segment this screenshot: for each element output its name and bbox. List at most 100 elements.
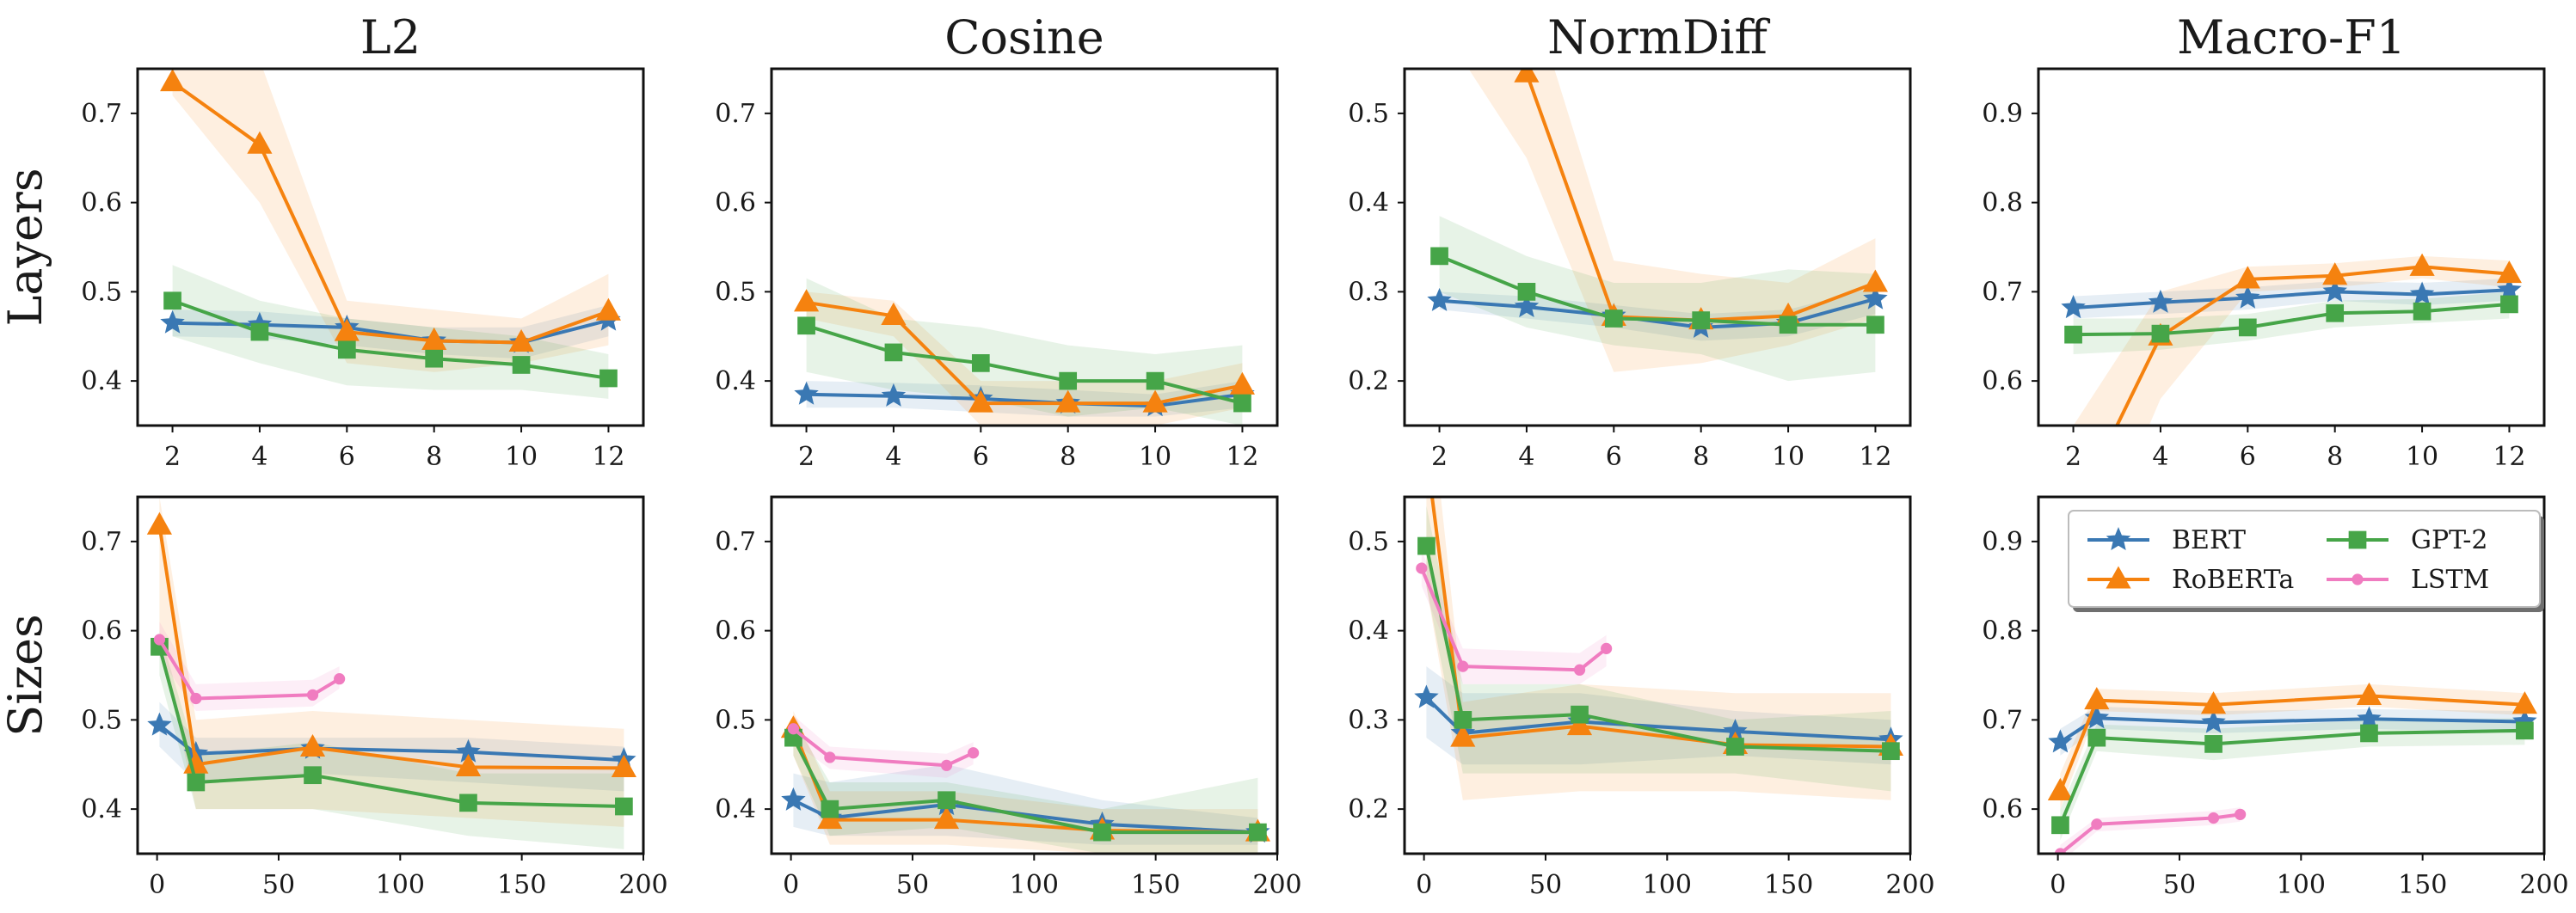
plot-data (780, 711, 1270, 854)
y-tick-label: 0.5 (81, 277, 122, 307)
plot-frame (136, 495, 645, 855)
point-gpt2 (250, 322, 269, 341)
point-bert (2061, 295, 2086, 319)
plot-area (138, 497, 643, 854)
point-roberta (2322, 262, 2348, 285)
y-tick-label: 0.8 (1982, 616, 2023, 646)
x-tick-label: 4 (885, 442, 901, 472)
band-roberta (806, 291, 1243, 426)
point-gpt2 (304, 766, 322, 785)
x-tick-label: 6 (339, 442, 355, 472)
point-gpt2 (2238, 318, 2257, 337)
line-lstm (2059, 812, 2241, 854)
point-roberta (455, 753, 482, 776)
point-lstm (2235, 808, 2247, 820)
line-roberta (2115, 265, 2510, 426)
point-lstm (787, 723, 800, 735)
plot-data (2047, 682, 2537, 854)
x-tick-label: 200 (2519, 870, 2568, 900)
column-title-macro-f1: Macro-F1 (2177, 10, 2406, 64)
legend-label-lstm: LSTM (2411, 565, 2489, 595)
point-bert (1514, 294, 1540, 318)
x-tick-label: 10 (2406, 442, 2438, 472)
point-roberta (2511, 691, 2537, 714)
y-tick-label: 0.7 (81, 99, 122, 129)
point-gpt2 (2516, 721, 2534, 740)
x-tick-label: 50 (1529, 870, 1562, 900)
point-gpt2 (1454, 711, 1472, 729)
x-tick-label: 100 (376, 870, 425, 900)
y-tick-label: 0.6 (715, 188, 756, 218)
point-gpt2 (2064, 325, 2082, 344)
point-gpt2 (1882, 742, 1900, 761)
panel-layers-normdiff: 0.2 0.3 0.4 0.5 2 4 6 8 10 12 (1348, 67, 1912, 472)
column-title-cosine: Cosine (944, 10, 1104, 64)
point-bert (2322, 279, 2347, 303)
y-tick-label: 0.2 (1348, 794, 1389, 824)
x-tick-label: 150 (497, 870, 546, 900)
point-roberta (508, 328, 534, 352)
point-roberta (2409, 253, 2435, 276)
point-roberta (933, 806, 960, 830)
x-tick-label: 0 (2050, 870, 2066, 900)
legend-label-bert: BERT (2172, 525, 2246, 555)
plot-data (1414, 497, 1903, 800)
point-gpt2 (2151, 324, 2170, 343)
point-lstm (2207, 812, 2220, 824)
y-tick-label: 0.4 (1348, 616, 1389, 646)
point-roberta (421, 327, 447, 350)
point-lstm (1573, 664, 1586, 676)
panel-layers-cosine: 0.4 0.5 0.6 0.7 2 4 6 8 10 12 (715, 67, 1279, 472)
band-bert (1426, 666, 1891, 765)
point-roberta (1450, 724, 1476, 747)
y-tick-label: 0.4 (81, 794, 122, 824)
point-gpt2 (971, 354, 990, 372)
point-roberta (595, 297, 621, 321)
point-gpt2 (1059, 371, 1078, 390)
legend-label-roberta: RoBERTa (2172, 565, 2294, 595)
band-gpt2 (806, 278, 1243, 426)
point-roberta (2084, 687, 2110, 710)
plot-area (138, 69, 643, 426)
x-tick-label: 6 (2240, 442, 2256, 472)
y-tick-label: 0.6 (715, 616, 756, 646)
row-label-sizes: Sizes (0, 614, 52, 736)
band-lstm (793, 715, 974, 778)
point-roberta (881, 302, 907, 325)
point-gpt2 (884, 343, 903, 362)
point-gpt2 (2204, 735, 2222, 753)
point-roberta (1229, 371, 1255, 395)
legend-entry-lstm: LSTM (2327, 565, 2489, 595)
point-roberta (2496, 260, 2522, 284)
point-gpt2 (1866, 316, 1884, 334)
plot-area (772, 497, 1277, 854)
x-tick-label: 150 (1131, 870, 1180, 900)
y-tick-label: 0.7 (81, 527, 122, 557)
band-gpt2 (159, 630, 624, 849)
plot-frame (136, 67, 645, 427)
panel-sizes-cosine: 0.4 0.5 0.6 0.7 0 50 100 150 200 (715, 495, 1302, 900)
point-gpt2 (821, 800, 839, 818)
point-gpt2 (2500, 295, 2518, 314)
point-roberta (1862, 269, 1888, 292)
x-tick-label: 12 (1226, 442, 1258, 472)
point-bert (2084, 705, 2110, 729)
point-roberta (2200, 691, 2227, 714)
band-roberta (2073, 255, 2510, 426)
point-roberta (1566, 713, 1593, 736)
point-gpt2 (1430, 247, 1448, 266)
band-bert (2073, 278, 2510, 319)
panel-layers-macro-f1: 0.6 0.7 0.8 0.9 2 4 6 8 10 12 (1982, 67, 2546, 472)
band-roberta (1468, 69, 1876, 372)
point-roberta (1514, 69, 1540, 83)
point-gpt2 (187, 773, 206, 792)
y-tick-label: 0.7 (715, 527, 756, 557)
x-tick-label: 8 (2327, 442, 2343, 472)
point-bert (1427, 287, 1452, 311)
x-tick-label: 100 (1643, 870, 1692, 900)
point-gpt2 (1571, 705, 1589, 724)
y-tick-label: 0.7 (715, 99, 756, 129)
legend-marker-bert (2106, 527, 2131, 551)
point-bert (2497, 277, 2522, 301)
y-tick-label: 0.6 (1982, 366, 2023, 396)
